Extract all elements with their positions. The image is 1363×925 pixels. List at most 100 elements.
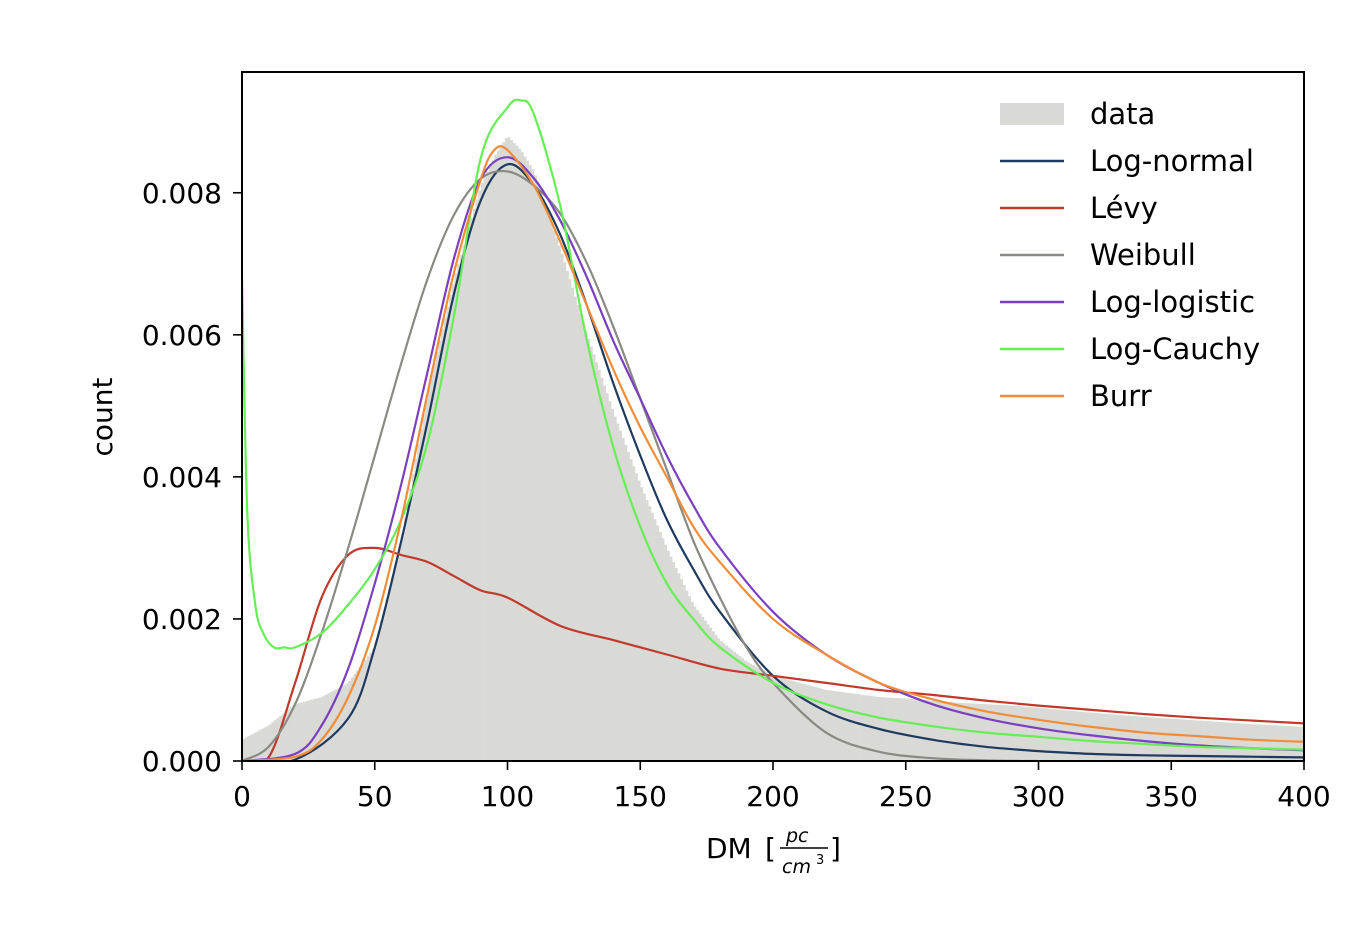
histogram-bar — [356, 670, 360, 761]
histogram-bar — [326, 693, 330, 761]
histogram-bar — [587, 338, 591, 761]
histogram-bar — [1293, 726, 1297, 761]
legend-label-log-cauchy: Log-Cauchy — [1090, 332, 1260, 366]
histogram-bar — [613, 416, 617, 761]
histogram-bar — [802, 683, 806, 761]
histogram-bar — [597, 369, 601, 761]
histogram-bar — [1248, 723, 1252, 761]
histogram-bar — [555, 237, 559, 761]
histogram-bar — [321, 696, 325, 761]
x-tick-label: 0 — [233, 780, 251, 813]
histogram-bar — [828, 690, 832, 761]
histogram-bar — [1065, 710, 1068, 761]
histogram-bar — [348, 681, 352, 761]
histogram-bar — [908, 698, 912, 761]
histogram-bar — [1285, 725, 1289, 761]
histogram-bar — [1144, 717, 1148, 761]
histogram-bar — [857, 694, 861, 761]
histogram-bar — [565, 270, 569, 761]
histogram-bar — [1155, 717, 1159, 761]
histogram-bar — [834, 691, 838, 761]
histogram-bar — [1258, 724, 1262, 761]
histogram-bar — [1049, 708, 1053, 761]
histogram-bar — [422, 414, 426, 761]
histogram-bar — [924, 700, 928, 761]
histogram-bar — [905, 698, 909, 761]
x-tick-label: 150 — [614, 780, 667, 813]
histogram-bar — [1073, 711, 1076, 761]
histogram-bar — [727, 647, 731, 761]
histogram-bar — [305, 700, 309, 761]
legend-label-weibull: Weibull — [1090, 238, 1196, 272]
histogram-bar — [366, 656, 370, 761]
histogram-bar — [773, 676, 776, 761]
histogram-bar — [472, 208, 476, 761]
histogram-bar — [252, 733, 256, 761]
histogram-bar — [268, 724, 272, 761]
x-axis-unit-open: [ — [765, 832, 776, 865]
histogram-bar — [345, 683, 349, 761]
histogram-bar — [818, 688, 822, 761]
histogram-bar — [1142, 716, 1145, 761]
histogram-bar — [1211, 721, 1215, 761]
histogram-bar — [358, 666, 362, 761]
histogram-bar — [1232, 722, 1236, 761]
histogram-bar — [1205, 721, 1209, 761]
histogram-bar — [762, 670, 766, 761]
histogram-bar — [1086, 712, 1090, 761]
histogram-bar — [334, 689, 338, 761]
histogram-bar — [844, 692, 848, 761]
histogram-bar — [1088, 712, 1092, 761]
histogram-bar — [475, 199, 479, 761]
histogram-bar — [1272, 725, 1276, 761]
histogram-bar — [1219, 722, 1222, 761]
histogram-bar — [629, 459, 633, 761]
y-tick-label: 0.000 — [142, 745, 222, 778]
histogram-bar — [510, 140, 514, 761]
histogram-bar — [664, 544, 668, 761]
histogram-bar — [897, 698, 901, 761]
histogram-bar — [796, 682, 800, 761]
histogram-bar — [770, 675, 774, 761]
histogram-bar — [494, 155, 498, 761]
histogram-bar — [887, 697, 891, 761]
histogram-bar — [608, 401, 612, 761]
histogram-bar — [563, 262, 567, 761]
histogram-bar — [815, 687, 819, 761]
histogram-bar — [759, 669, 763, 761]
series-line-log-normal — [242, 162, 1304, 761]
histogram-bar — [300, 702, 304, 761]
histogram-bar — [1019, 706, 1023, 761]
histogram-bar — [709, 627, 713, 761]
histogram-bar — [698, 613, 702, 761]
x-tick-label: 50 — [357, 780, 393, 813]
histogram-bar — [1168, 718, 1172, 761]
legend-label-log-normal: Log-normal — [1090, 144, 1254, 178]
histogram-bar — [1126, 715, 1130, 761]
histogram-bar — [1160, 718, 1164, 761]
histogram-bar — [390, 578, 394, 761]
histogram-bar — [626, 452, 630, 761]
histogram-bar — [836, 691, 840, 761]
histogram-bar — [926, 700, 930, 761]
histogram-bar — [693, 606, 697, 761]
histogram-bar — [637, 480, 641, 761]
histogram-bar — [847, 692, 851, 761]
histogram-bar — [1062, 710, 1066, 761]
histogram-bar — [831, 690, 835, 761]
histogram-bar — [913, 699, 917, 761]
histogram-bar — [1075, 711, 1079, 761]
histogram-bar — [1051, 709, 1055, 761]
histogram-bar — [839, 691, 843, 761]
histogram-bar — [799, 683, 803, 761]
histogram-bar — [1176, 719, 1180, 761]
histogram-bar — [1187, 719, 1191, 761]
histogram-bar — [528, 165, 532, 761]
histogram-bar — [868, 695, 872, 761]
histogram-bar — [942, 701, 946, 761]
histogram-bar — [488, 165, 492, 761]
histogram-bar — [743, 660, 747, 761]
histogram-bar — [966, 703, 970, 761]
histogram-bar — [1282, 725, 1286, 761]
histogram-bar — [863, 695, 867, 761]
